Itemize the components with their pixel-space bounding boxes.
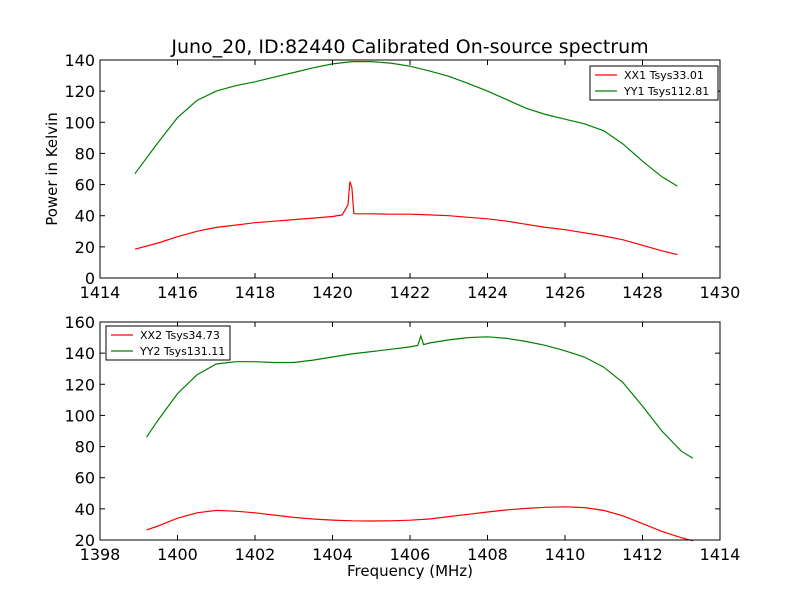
x-tick-label: 1430	[700, 283, 741, 302]
x-tick-label: 1404	[312, 545, 353, 564]
y-tick-label: 40	[75, 500, 95, 519]
legend-box	[105, 325, 231, 361]
chart-title: Juno_20, ID:82440 Calibrated On-source s…	[170, 36, 648, 58]
legend-label: XX1 Tsys33.01	[624, 69, 704, 82]
y-tick-label: 20	[75, 238, 95, 257]
y-tick-label: 160	[64, 313, 95, 332]
x-tick-label: 1402	[235, 545, 276, 564]
y-axis-label: Power in Kelvin	[43, 112, 61, 226]
y-tick-label: 80	[75, 438, 95, 457]
y-tick-label: 60	[75, 176, 95, 195]
y-tick-label: 140	[64, 51, 95, 70]
x-tick-label: 1400	[157, 545, 198, 564]
legend-label: XX2 Tsys34.73	[140, 329, 220, 342]
y-tick-label: 60	[75, 469, 95, 488]
x-tick-label: 1424	[467, 283, 508, 302]
y-tick-label: 100	[64, 113, 95, 132]
y-tick-label: 140	[64, 344, 95, 363]
x-tick-label: 1422	[390, 283, 431, 302]
x-tick-label: 1428	[622, 283, 663, 302]
x-axis-label: Frequency (MHz)	[347, 562, 473, 580]
x-tick-label: 1414	[80, 283, 121, 302]
x-tick-label: 1412	[622, 545, 663, 564]
x-tick-label: 1426	[545, 283, 586, 302]
legend: XX1 Tsys33.01 YY1 Tsys112.81	[589, 65, 719, 101]
y-tick-label: 0	[85, 269, 95, 288]
y-tick-label: 120	[64, 82, 95, 101]
x-tick-label: 1418	[235, 283, 276, 302]
legend-label: YY1 Tsys112.81	[623, 85, 709, 98]
top-panel: 1414 1416 1418 1420 1422 1424 1426 1428 1430 0 20 4…	[64, 51, 740, 302]
series-line-2	[146, 334, 694, 459]
legend-box	[589, 65, 719, 101]
x-tick-label: 1410	[545, 545, 586, 564]
x-tick-label: 1416	[157, 283, 198, 302]
series-line-1	[134, 181, 678, 256]
y-tick-label: 100	[64, 406, 95, 425]
x-tick-label: 1414	[700, 545, 741, 564]
x-tick-label: 1406	[390, 545, 431, 564]
legend: XX2 Tsys34.73 YY2 Tsys131.11	[105, 325, 231, 361]
series-line-2	[134, 60, 678, 187]
y-tick-label: 120	[64, 375, 95, 394]
x-tick-label: 1398	[80, 545, 121, 564]
y-tick-label: 40	[75, 207, 95, 226]
series-line-1	[146, 506, 694, 542]
legend-label: YY2 Tsys131.11	[139, 345, 225, 358]
bottom-panel: 1398 1400 1402 1404 1406 1408 1410 1412 1414 20 40…	[64, 313, 740, 564]
x-tick-label: 1408	[467, 545, 508, 564]
x-tick-label: 1420	[312, 283, 353, 302]
y-tick-label: 20	[75, 531, 95, 550]
y-tick-label: 80	[75, 144, 95, 163]
